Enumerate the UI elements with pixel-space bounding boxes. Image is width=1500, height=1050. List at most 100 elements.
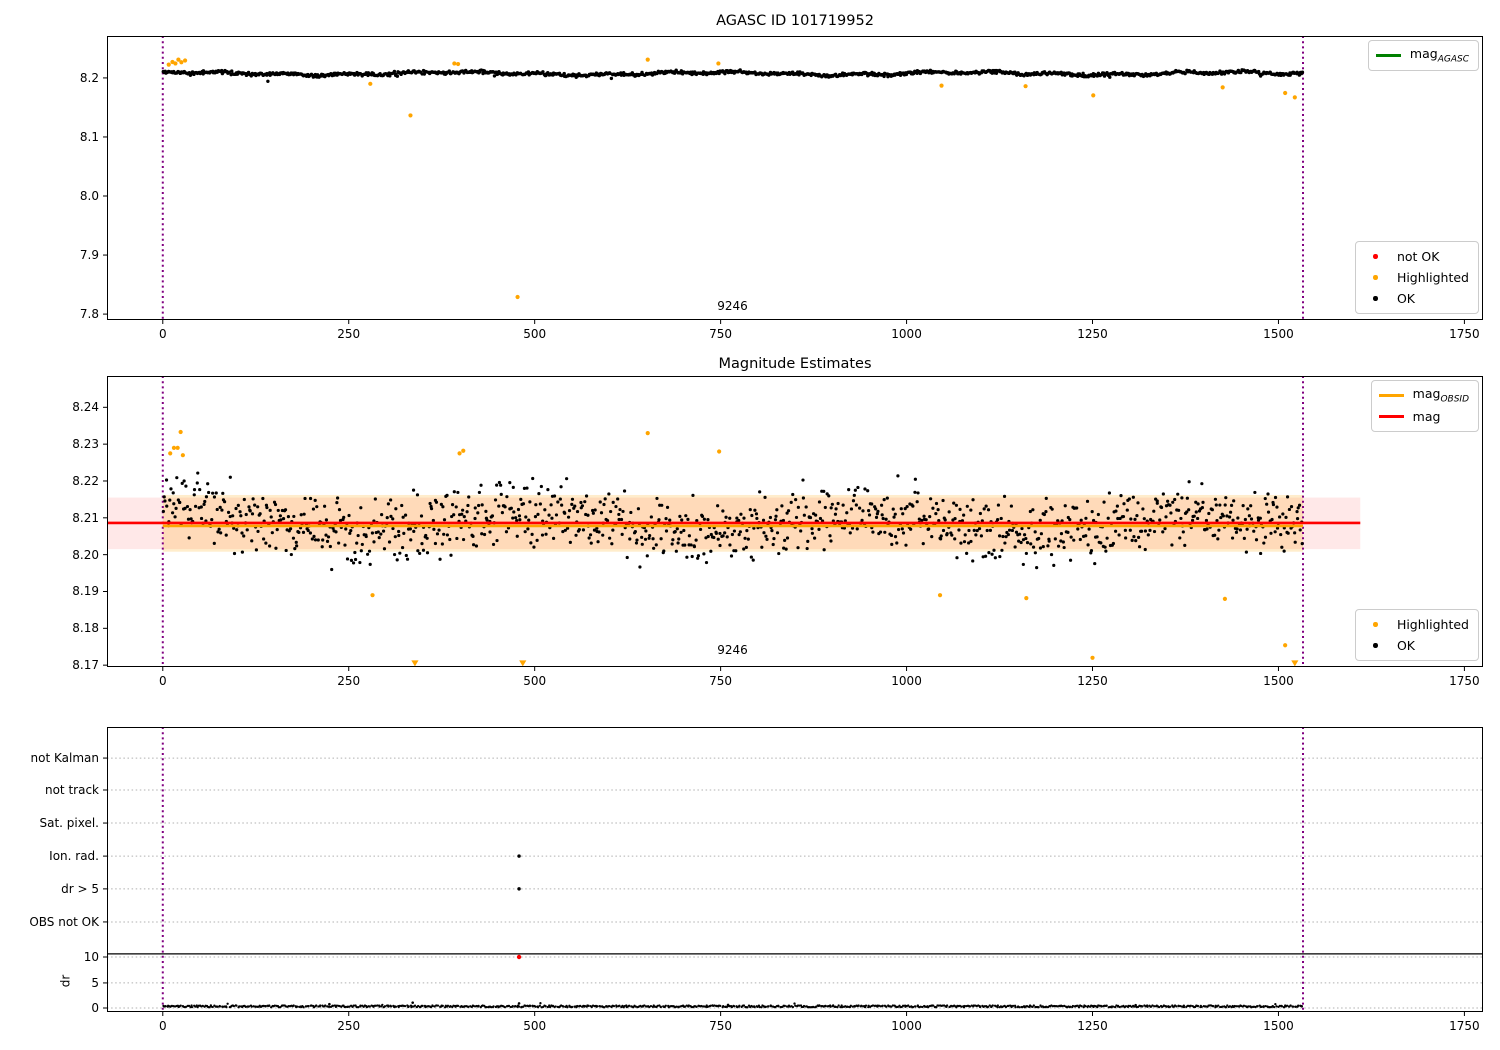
legend-line-swatch — [1378, 415, 1404, 418]
legend-label-subscript: AGASC — [1437, 54, 1469, 65]
x-tick-label-1250: 1250 — [1077, 327, 1108, 341]
legend-dot-swatch — [1373, 254, 1378, 259]
legend-label-subscript: OBSID — [1440, 394, 1469, 405]
legend-markers-item: Highlighted — [1363, 267, 1469, 288]
dr-notok-point — [516, 954, 522, 960]
legend-line-swatch — [1378, 394, 1404, 397]
flag-row-label: not Kalman — [30, 751, 99, 766]
x-tick-label-1000: 1000 — [891, 674, 922, 688]
legend-markers-item: not OK — [1363, 246, 1469, 267]
legend-label: mag — [1412, 409, 1441, 424]
y-tick-label-8.0: 8.0 — [79, 189, 99, 203]
legend-dot-swatch — [1373, 622, 1378, 627]
y-tick-label-8.23: 8.23 — [72, 437, 99, 452]
dot-sample — [1363, 275, 1388, 280]
y-tick-label-8.18: 8.18 — [72, 621, 99, 636]
dr-tick-label-5: 5 — [91, 975, 99, 990]
x-tick-label-750: 750 — [709, 674, 733, 688]
y-tick-label-8.1: 8.1 — [79, 129, 99, 144]
legend-markers-item: OK — [1363, 288, 1469, 309]
x-tick-label-500: 500 — [523, 674, 547, 688]
plot1-title: AGASC ID 101719952 — [716, 13, 874, 29]
legend-lines: magAGASC — [1367, 40, 1479, 71]
flag-point — [517, 854, 521, 858]
x-tick-label-750: 750 — [709, 327, 733, 341]
dr-extra-point — [411, 1001, 414, 1004]
y-tick-label-7.8: 7.8 — [79, 307, 99, 322]
x-tick-label-250: 250 — [337, 674, 361, 688]
ax1-canvas — [103, 36, 1483, 324]
dot-sample — [1363, 622, 1388, 627]
y-tick-label-8.19: 8.19 — [72, 584, 99, 599]
dot-sample — [1363, 296, 1388, 301]
flag-row-label: not track — [44, 782, 99, 797]
legend-dot-swatch — [1373, 643, 1378, 648]
plot3-axes: 0 250 500 750 1000 1250 1500 1750 not Kalman not … — [29, 727, 1483, 1032]
legend-label: magOBSID — [1412, 386, 1469, 405]
dr-tick-label-10: 10 — [83, 949, 99, 964]
legend-label: Highlighted — [1396, 270, 1469, 285]
obsid-annotation: 9246 — [717, 643, 748, 658]
dot-sample — [1363, 254, 1388, 259]
x-tick-label-0: 0 — [158, 1019, 167, 1033]
legend-markers: not OK Highlighted OK — [1354, 241, 1479, 314]
dr-extra-point — [726, 1003, 730, 1007]
ok-points — [161, 68, 1305, 83]
legend-markers-item: OK — [1363, 635, 1469, 656]
axes-spines — [107, 376, 1483, 667]
flag-row-label: dr > 5 — [61, 881, 99, 896]
x-tick-label-1250: 1250 — [1077, 674, 1108, 688]
legend-line-swatch — [1375, 54, 1401, 57]
x-tick-label-750: 750 — [709, 1019, 733, 1033]
flag-row-label: OBS not OK — [29, 914, 99, 929]
highlighted-points — [166, 57, 1297, 300]
line-sample — [1375, 54, 1401, 57]
dr-tick-label-0: 0 — [91, 1001, 99, 1015]
legend-label: OK — [1396, 638, 1415, 653]
y-tick-label-8.24: 8.24 — [72, 400, 99, 415]
legend-markers-item: Highlighted — [1363, 614, 1469, 635]
y-tick-label-7.9: 7.9 — [79, 248, 99, 263]
legend-lines: magOBSID mag — [1370, 380, 1479, 432]
x-tick-label-500: 500 — [523, 1019, 547, 1033]
x-tick-label-1500: 1500 — [1263, 674, 1294, 688]
obsid-annotation: 9246 — [717, 299, 748, 314]
legend-lines-item: magAGASC — [1375, 45, 1469, 66]
plot2-axes: 0 250 500 750 1000 1250 1500 1750 8.17 8.18 8.19 8.… — [72, 376, 1483, 687]
legend-dot-swatch — [1373, 275, 1378, 280]
x-tick-label-1000: 1000 — [891, 327, 922, 341]
flag-row-label: Ion. rad. — [49, 849, 99, 864]
plot2-title: Magnitude Estimates — [718, 356, 872, 372]
plot1-axes: 0 250 500 750 1000 1250 1500 1750 7.8 7.9 8.0 8.1 8.… — [80, 36, 1483, 340]
x-tick-label-250: 250 — [337, 1019, 361, 1033]
legend-label: magAGASC — [1409, 46, 1469, 65]
y-tick-label-8.2: 8.2 — [79, 70, 99, 85]
legend-markers: Highlighted OK — [1354, 609, 1479, 661]
x-tick-label-0: 0 — [158, 674, 167, 688]
x-tick-label-1500: 1500 — [1263, 1019, 1294, 1033]
dr-extra-point — [328, 1002, 331, 1006]
x-tick-label-1750: 1750 — [1449, 674, 1480, 688]
x-tick-label-1000: 1000 — [891, 1019, 922, 1033]
legend-label: Highlighted — [1396, 617, 1469, 632]
legend-label: OK — [1396, 291, 1415, 306]
line-sample — [1378, 415, 1404, 418]
axes-spines — [107, 36, 1483, 320]
dr-axis-label: dr — [58, 974, 73, 987]
dr-extra-point — [517, 1002, 521, 1005]
clipped-low-markers — [411, 660, 1299, 667]
dr-points — [162, 1002, 1304, 1009]
x-tick-label-500: 500 — [523, 327, 547, 341]
axes-spines — [107, 727, 1483, 1012]
y-tick-label-8.21: 8.21 — [72, 510, 99, 525]
x-tick-label-1250: 1250 — [1077, 1019, 1108, 1033]
x-tick-label-0: 0 — [158, 327, 167, 341]
dr-extra-point — [1134, 1003, 1137, 1007]
dot-sample — [1363, 643, 1388, 648]
y-tick-label-8.22: 8.22 — [72, 473, 99, 488]
x-tick-label-1500: 1500 — [1263, 327, 1294, 341]
legend-label: not OK — [1396, 249, 1440, 264]
x-tick-label-1750: 1750 — [1449, 327, 1480, 341]
flag-point — [517, 887, 521, 891]
